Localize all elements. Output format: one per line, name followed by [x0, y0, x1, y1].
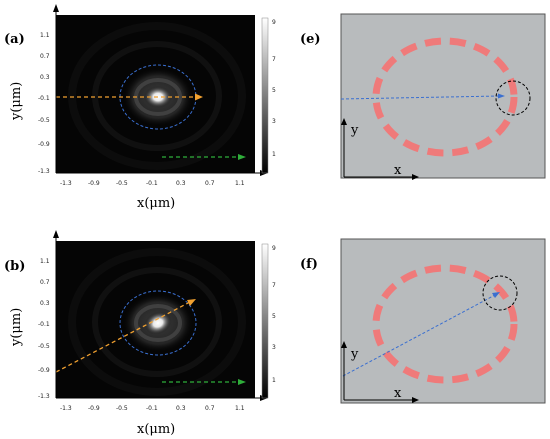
- x-tick: -0.1: [146, 180, 158, 187]
- colorbar-b: [261, 243, 269, 399]
- y-tick: 0.7: [40, 53, 50, 60]
- background-ripples-a: [68, 22, 246, 170]
- colorbar-ticks-a: 9 7 5 3 1: [272, 19, 276, 158]
- y-ticks-a: 1.1 0.7 0.3 -0.1 -0.5 -0.9 -1.3: [38, 32, 50, 175]
- x-tick: -1.3: [60, 180, 72, 187]
- green-arrowhead-a: [238, 154, 246, 160]
- green-arrowhead-b: [238, 379, 246, 385]
- orange-arrowhead-a: [195, 93, 203, 101]
- x-tick: 0.7: [205, 405, 215, 412]
- x-tick: 0.3: [176, 180, 186, 187]
- colorbar-tick: 9: [272, 245, 276, 252]
- colorbar-tick: 1: [272, 377, 276, 384]
- blue-dashed-circle-b: [119, 290, 197, 356]
- colorbar-tick: 7: [272, 282, 276, 289]
- x-tick: -0.5: [116, 405, 128, 412]
- y-tick: -0.9: [38, 141, 50, 148]
- y-tick: -1.3: [38, 393, 50, 400]
- y-label-f: y: [350, 347, 359, 362]
- y-tick: -0.9: [38, 367, 50, 374]
- panel-a: (a) 1.1 0.7 0.3 -0.1 -0.5 -0.9: [4, 4, 276, 211]
- y-tick: 0.3: [40, 74, 50, 81]
- x-label-e: x: [394, 163, 402, 178]
- bright-spot-b: [144, 311, 172, 335]
- x-tick: 1.1: [235, 405, 245, 412]
- panel-label-a: (a): [4, 32, 25, 47]
- y-axis-arrowhead-b: [53, 230, 59, 238]
- colorbar-tick: 1: [272, 151, 276, 158]
- x-axis-label-a: x(μm): [137, 196, 175, 211]
- blue-dashed-arrow-f: [342, 294, 496, 377]
- blue-arrowhead-e: [498, 93, 505, 99]
- blue-dashed-arrow-e: [340, 95, 501, 100]
- orange-arrowhead-b: [187, 299, 196, 306]
- y-tick: -0.5: [38, 117, 50, 124]
- panel-label-b: (b): [4, 259, 25, 274]
- black-dashed-circle-f: [482, 275, 518, 311]
- colorbar-a: [261, 17, 269, 174]
- y-tick: 1.1: [40, 32, 50, 39]
- colorbar-tick: 9: [272, 19, 276, 26]
- panel-f: (f) y x: [300, 238, 546, 404]
- y-tick: -1.3: [38, 168, 50, 175]
- panel-b: (b) 1.1 0.7 0.3 -0.1 -0.5 -0.9 -1.3: [4, 230, 276, 437]
- y-axis-arrowhead-e: [341, 118, 347, 125]
- y-axis-arrowhead-f: [341, 341, 347, 348]
- colorbar-ticks-b: 9 7 5 3 1: [272, 245, 276, 384]
- panel-label-e: (e): [300, 32, 321, 47]
- x-tick: -0.9: [88, 180, 100, 187]
- x-axis-label-b: x(μm): [137, 422, 175, 437]
- y-tick: 1.1: [40, 258, 50, 265]
- colorbar-tick: 7: [272, 56, 276, 63]
- colorbar-tick: 3: [272, 344, 276, 351]
- y-tick: -0.5: [38, 343, 50, 350]
- colorbar-tick: 3: [272, 118, 276, 125]
- y-tick: -0.1: [38, 95, 50, 102]
- y-label-e: y: [350, 123, 359, 138]
- x-axis-arrowhead-f: [412, 397, 419, 403]
- x-label-f: x: [394, 386, 402, 401]
- y-tick: 0.3: [40, 300, 50, 307]
- x-axis-arrowhead-e: [412, 174, 419, 180]
- panel-e: (e) y x: [300, 13, 546, 180]
- background-ripples-b: [68, 248, 246, 396]
- x-tick: 0.3: [176, 405, 186, 412]
- x-tick: 1.1: [235, 180, 245, 187]
- x-tick: -0.9: [88, 405, 100, 412]
- black-dashed-circle-e: [495, 80, 531, 116]
- dashed-ring-f: [372, 264, 518, 384]
- colorbar-tick: 5: [272, 313, 276, 320]
- blue-arrowhead-f: [492, 292, 500, 298]
- y-tick: 0.7: [40, 279, 50, 286]
- x-tick: -1.3: [60, 405, 72, 412]
- panel-label-f: (f): [300, 257, 318, 272]
- x-ticks-a: -1.3 -0.9 -0.5 -0.1 0.3 0.7 1.1: [60, 180, 245, 187]
- y-axis-label-b: y(μm): [9, 308, 24, 347]
- y-axis-label-a: y(μm): [9, 82, 24, 121]
- y-ticks-b: 1.1 0.7 0.3 -0.1 -0.5 -0.9 -1.3: [38, 258, 50, 400]
- inner-ring-b: [134, 304, 182, 342]
- x-tick: -0.1: [146, 405, 158, 412]
- y-axis-arrowhead-a: [53, 4, 59, 12]
- x-tick: 0.7: [205, 180, 215, 187]
- y-tick: -0.1: [38, 321, 50, 328]
- x-ticks-b: -1.3 -0.9 -0.5 -0.1 0.3 0.7 1.1: [60, 405, 245, 412]
- colorbar-tick: 5: [272, 87, 276, 94]
- dashed-ring-e: [372, 37, 518, 157]
- x-tick: -0.5: [116, 180, 128, 187]
